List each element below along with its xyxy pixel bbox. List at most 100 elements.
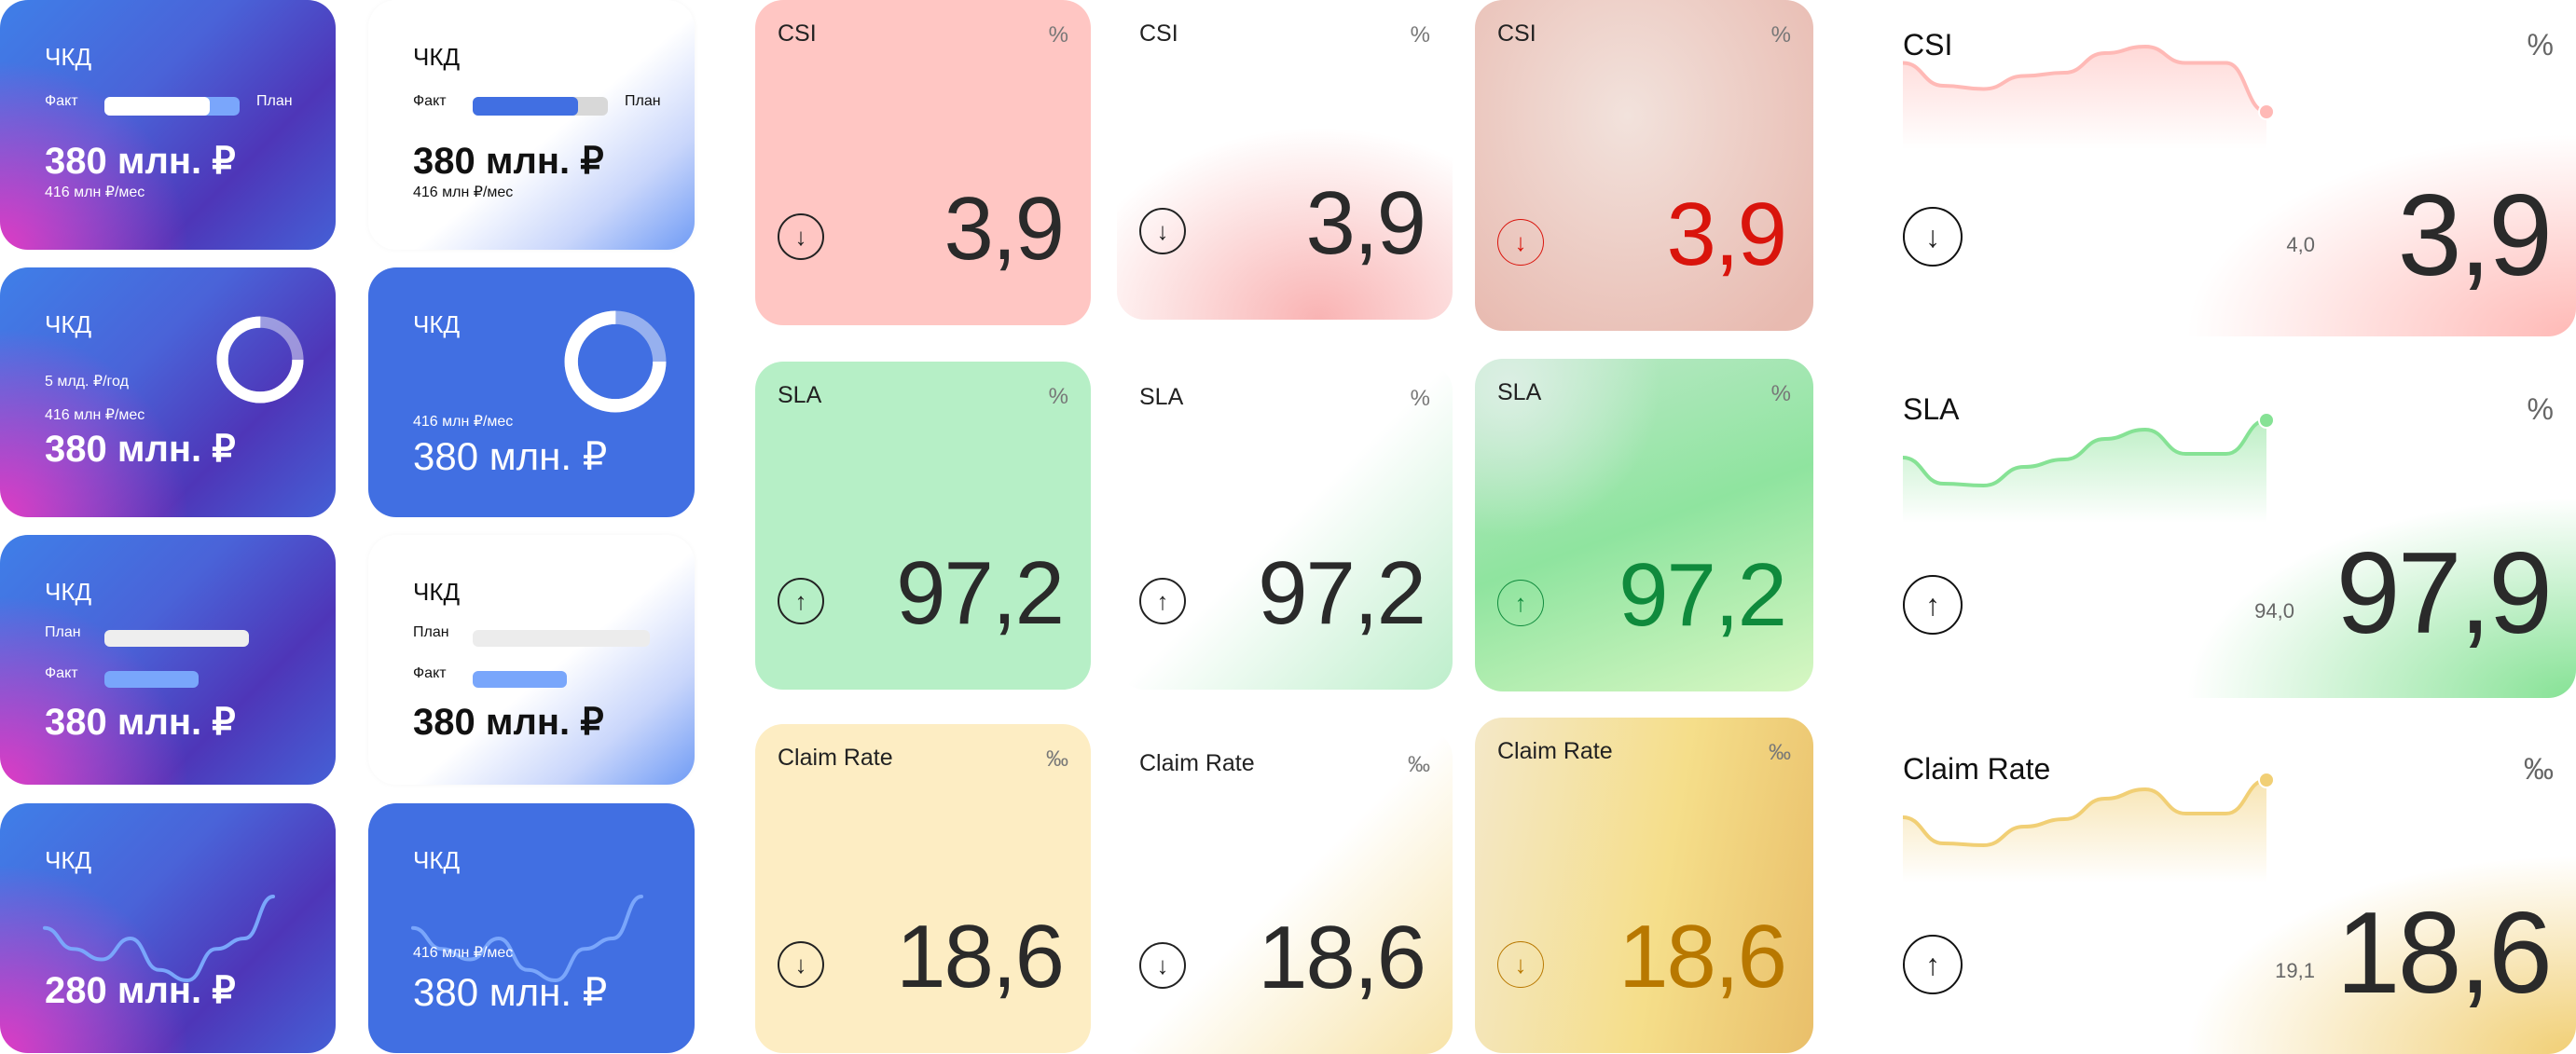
metric-title: Claim Rate bbox=[1497, 738, 1613, 764]
metric-unit: % bbox=[1410, 386, 1430, 411]
yearly-subtext: 5 млд. ₽/год bbox=[45, 374, 129, 390]
fact-label: Факт bbox=[45, 665, 78, 681]
large-metric-card-csi[interactable]: CSI% ↓ 3,9 4,0 bbox=[1869, 0, 2576, 336]
fact-bar bbox=[104, 671, 199, 688]
large-metric-card-claim-rate[interactable]: Claim Rate ‰ ↑ 18,6 19,1 bbox=[1869, 724, 2576, 1054]
arrow-up-circle-icon[interactable]: ↑ bbox=[1903, 935, 1963, 994]
reference-value: 4,0 bbox=[2286, 233, 2315, 256]
card-title: ЧКД bbox=[45, 846, 92, 874]
metric-title: SLA bbox=[1139, 384, 1184, 410]
sparkline-area bbox=[1903, 47, 2266, 149]
arrow-up-circle-icon[interactable]: ↑ bbox=[1497, 580, 1544, 626]
metric-value: 97,2 bbox=[1619, 545, 1787, 645]
value: 380 млн. ₽ bbox=[413, 970, 608, 1014]
chkd-card[interactable]: ЧКД 280 млн. ₽ bbox=[0, 803, 336, 1053]
metric-value: 3,9 bbox=[944, 179, 1065, 279]
fact-label: Факт bbox=[413, 93, 447, 109]
metric-value: 97,9 bbox=[2335, 529, 2553, 658]
metric-unit: ‰ bbox=[1046, 746, 1068, 772]
sparkline bbox=[1902, 772, 2275, 883]
value: 380 млн. ₽ bbox=[413, 141, 604, 182]
metric-card-sla[interactable]: SLA% ↑ 97,2 bbox=[1117, 363, 1453, 690]
metric-title: SLA bbox=[1903, 392, 1960, 426]
card-title: ЧКД bbox=[45, 578, 92, 606]
metric-unit: % bbox=[1770, 22, 1791, 48]
card-title: ЧКД bbox=[413, 310, 461, 338]
metric-unit: % bbox=[1048, 384, 1068, 409]
plan-bar bbox=[104, 97, 240, 116]
plan-label: План bbox=[413, 624, 449, 640]
sparkline bbox=[1902, 412, 2275, 523]
arrow-down-circle-icon[interactable]: ↓ bbox=[1903, 207, 1963, 267]
arrow-down-circle-icon[interactable]: ↓ bbox=[778, 941, 824, 988]
plan-bar bbox=[104, 630, 249, 647]
card-title: ЧКД bbox=[45, 43, 92, 71]
chkd-card[interactable]: ЧКД 416 млн ₽/мес 380 млн. ₽ bbox=[368, 803, 695, 1053]
metric-title: SLA bbox=[1497, 379, 1542, 405]
monthly-subtext: 416 млн ₽/мес bbox=[413, 414, 514, 430]
fact-label: Факт bbox=[413, 665, 447, 681]
value: 380 млн. ₽ bbox=[45, 141, 236, 182]
sparkline-line bbox=[1902, 418, 2267, 488]
metric-unit: ‰ bbox=[1769, 740, 1791, 765]
metric-title: Claim Rate bbox=[1139, 750, 1255, 776]
metric-unit: % bbox=[1048, 22, 1068, 48]
arrow-down-circle-icon[interactable]: ↓ bbox=[1497, 219, 1544, 266]
reference-value: 19,1 bbox=[2275, 959, 2315, 982]
metric-card-csi[interactable]: CSI% ↓ 3,9 bbox=[755, 0, 1091, 325]
fact-bar bbox=[104, 97, 211, 116]
sparkline-end-dot bbox=[2258, 103, 2275, 120]
metric-card-sla[interactable]: SLA% ↑ 97,2 bbox=[1475, 359, 1813, 691]
metric-value: 18,6 bbox=[1258, 908, 1426, 1007]
metric-card-claim-rate[interactable]: Claim Rate ‰ ↓ 18,6 bbox=[755, 724, 1091, 1053]
metric-card-csi[interactable]: CSI% ↓ 3,9 bbox=[1475, 0, 1813, 331]
metric-value: 18,6 bbox=[1619, 907, 1787, 1006]
plan-bar bbox=[473, 630, 650, 647]
metric-value: 97,2 bbox=[1258, 543, 1426, 643]
reference-value: 94,0 bbox=[2254, 599, 2294, 623]
large-metric-card-sla[interactable]: SLA% ↑ 97,9 94,0 bbox=[1869, 364, 2576, 698]
fact-bar bbox=[473, 671, 567, 688]
metric-title: SLA bbox=[778, 382, 822, 408]
card-title: ЧКД bbox=[413, 846, 461, 874]
donut-progress bbox=[216, 316, 304, 404]
card-title: ЧКД bbox=[413, 43, 461, 71]
card-title: ЧКД bbox=[413, 578, 461, 606]
sparkline bbox=[43, 895, 275, 983]
metric-card-csi[interactable]: CSI% ↓ 3,9 bbox=[1117, 0, 1453, 320]
arrow-down-circle-icon[interactable]: ↓ bbox=[1139, 942, 1186, 989]
arrow-up-circle-icon[interactable]: ↑ bbox=[1903, 575, 1963, 635]
value: 280 млн. ₽ bbox=[45, 970, 236, 1011]
metric-value: 3,9 bbox=[1305, 173, 1426, 273]
arrow-down-circle-icon[interactable]: ↓ bbox=[1139, 208, 1186, 254]
fact-bar bbox=[473, 97, 579, 116]
metric-unit: % bbox=[2527, 392, 2554, 426]
arrow-down-circle-icon[interactable]: ↓ bbox=[778, 213, 824, 260]
monthly-subtext: 416 млн ₽/мес bbox=[45, 407, 145, 423]
chkd-card[interactable]: ЧКД План Факт 380 млн. ₽ bbox=[368, 535, 695, 785]
value: 380 млн. ₽ bbox=[45, 702, 236, 743]
metric-unit: % bbox=[1770, 381, 1791, 406]
metric-card-sla[interactable]: SLA% ↑ 97,2 bbox=[755, 362, 1091, 690]
monthly-subtext: 416 млн ₽/мес bbox=[413, 945, 514, 961]
metric-unit: ‰ bbox=[2524, 752, 2554, 786]
arrow-up-circle-icon[interactable]: ↑ bbox=[778, 578, 824, 624]
chkd-card[interactable]: ЧКД Факт План 380 млн. ₽ 416 млн ₽/мес bbox=[0, 0, 336, 250]
sparkline-end-dot bbox=[2258, 412, 2275, 429]
chkd-card[interactable]: ЧКД Факт План 380 млн. ₽ 416 млн ₽/мес bbox=[368, 0, 695, 250]
chkd-card[interactable]: ЧКД 5 млд. ₽/год 416 млн ₽/мес 380 млн. ₽ bbox=[0, 267, 336, 517]
donut-chart bbox=[216, 316, 304, 404]
chkd-card[interactable]: ЧКД 416 млн ₽/мес 380 млн. ₽ bbox=[368, 267, 695, 517]
arrow-up-circle-icon[interactable]: ↑ bbox=[1139, 578, 1186, 624]
sparkline bbox=[411, 895, 643, 983]
arrow-down-circle-icon[interactable]: ↓ bbox=[1497, 941, 1544, 988]
metric-title: Claim Rate bbox=[1903, 752, 2051, 786]
sparkline-area bbox=[1903, 780, 2266, 883]
plan-label: План bbox=[625, 93, 661, 109]
chkd-card[interactable]: ЧКД План Факт 380 млн. ₽ bbox=[0, 535, 336, 785]
metric-card-claim-rate[interactable]: Claim Rate ‰ ↓ 18,6 bbox=[1475, 718, 1813, 1053]
metric-card-claim-rate[interactable]: Claim Rate ‰ ↓ 18,6 bbox=[1117, 730, 1453, 1054]
monthly-subtext: 416 млн ₽/мес bbox=[45, 185, 145, 200]
metric-title: CSI bbox=[1139, 21, 1178, 47]
plan-label: План bbox=[256, 93, 293, 109]
